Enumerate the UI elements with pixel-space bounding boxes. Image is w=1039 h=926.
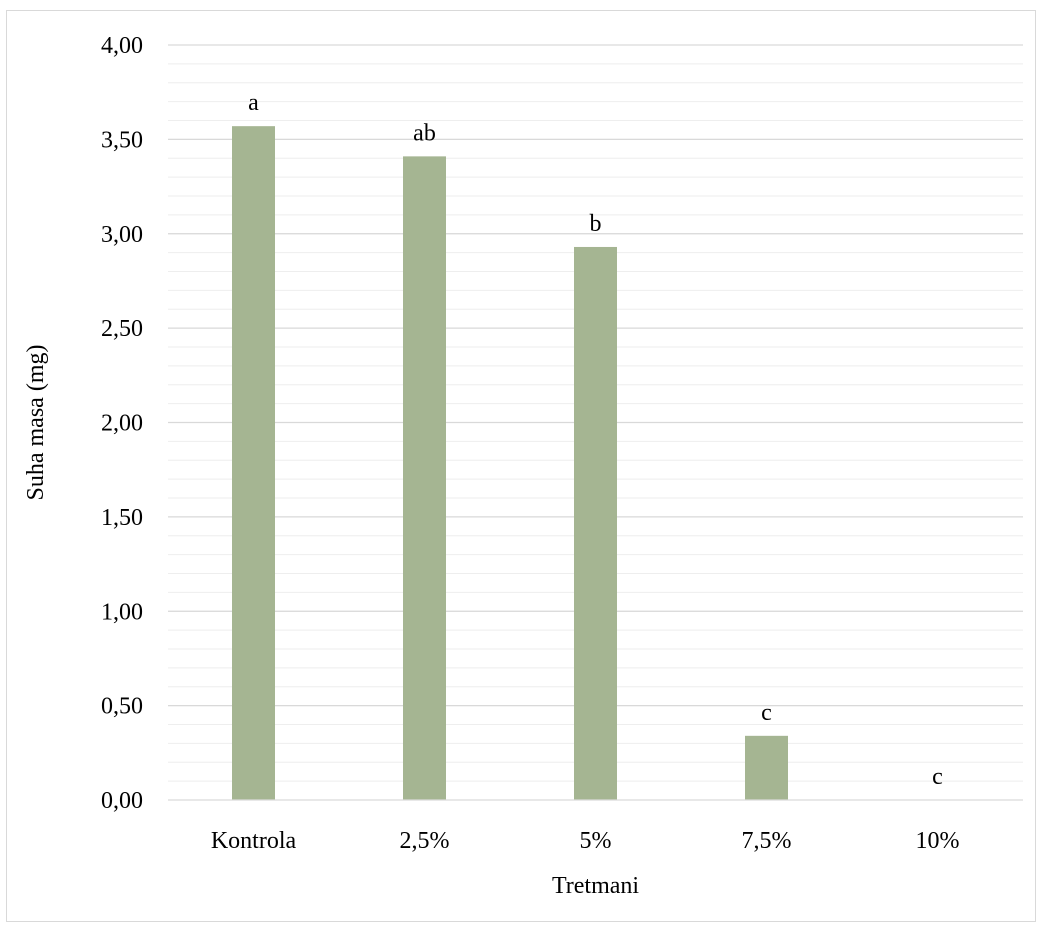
data-label: ab xyxy=(413,120,436,146)
y-tick-label: 1,50 xyxy=(101,505,143,531)
x-axis-title: Tretmani xyxy=(552,873,639,899)
bar xyxy=(403,156,446,801)
bar xyxy=(232,126,275,801)
data-labels: a ab b c c xyxy=(248,90,943,790)
y-tick-label: 2,00 xyxy=(101,411,143,437)
y-tick-label: 0,50 xyxy=(101,694,143,720)
y-tick-label: 1,00 xyxy=(101,599,143,625)
bars xyxy=(232,126,788,801)
y-axis-title: Suha masa (mg) xyxy=(23,345,49,501)
x-tick-label: 10% xyxy=(916,828,960,854)
y-tick-label: 3,00 xyxy=(101,222,143,248)
data-label: b xyxy=(590,211,602,237)
data-label: c xyxy=(932,764,943,790)
x-tick-label: Kontrola xyxy=(211,828,297,854)
x-tick-label: 5% xyxy=(580,828,612,854)
data-label: a xyxy=(248,90,259,116)
y-tick-label: 3,50 xyxy=(101,127,143,153)
x-tick-label: 2,5% xyxy=(400,828,450,854)
x-axis-tick-labels: Kontrola 2,5% 5% 7,5% 10% xyxy=(211,828,960,854)
x-tick-label: 7,5% xyxy=(742,828,792,854)
y-axis-tick-labels: 0,00 0,50 1,00 1,50 2,00 2,50 3,00 3,50 4,00 xyxy=(101,33,143,814)
y-tick-label: 2,50 xyxy=(101,316,143,342)
bar xyxy=(574,246,617,800)
y-tick-label: 4,00 xyxy=(101,33,143,59)
y-tick-label: 0,00 xyxy=(101,788,143,814)
chart-frame xyxy=(6,10,1036,922)
bar xyxy=(745,735,788,800)
data-label: c xyxy=(761,700,772,726)
